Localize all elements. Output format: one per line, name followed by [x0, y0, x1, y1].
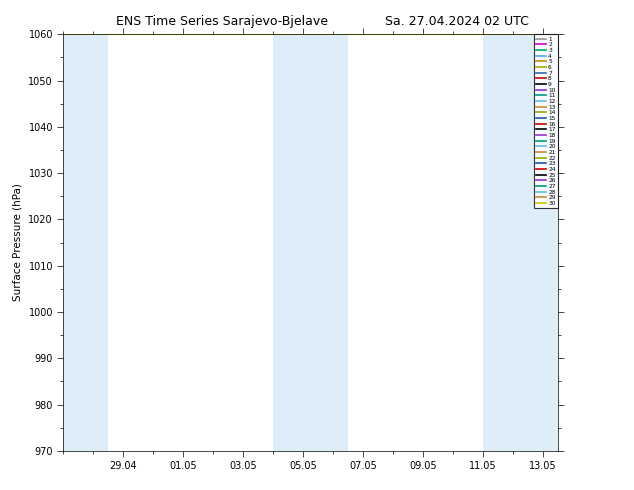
- Bar: [273, 34, 348, 451]
- Bar: [63, 34, 108, 451]
- Text: ENS Time Series Sarajevo-Bjelave: ENS Time Series Sarajevo-Bjelave: [116, 15, 328, 28]
- Text: Sa. 27.04.2024 02 UTC: Sa. 27.04.2024 02 UTC: [385, 15, 528, 28]
- Bar: [483, 34, 558, 451]
- Legend: 1, 2, 3, 4, 5, 6, 7, 8, 9, 10, 11, 12, 13, 14, 15, 16, 17, 18, 19, 20, 21, 22, 2: 1, 2, 3, 4, 5, 6, 7, 8, 9, 10, 11, 12, 1…: [533, 34, 558, 208]
- Y-axis label: Surface Pressure (hPa): Surface Pressure (hPa): [13, 184, 23, 301]
